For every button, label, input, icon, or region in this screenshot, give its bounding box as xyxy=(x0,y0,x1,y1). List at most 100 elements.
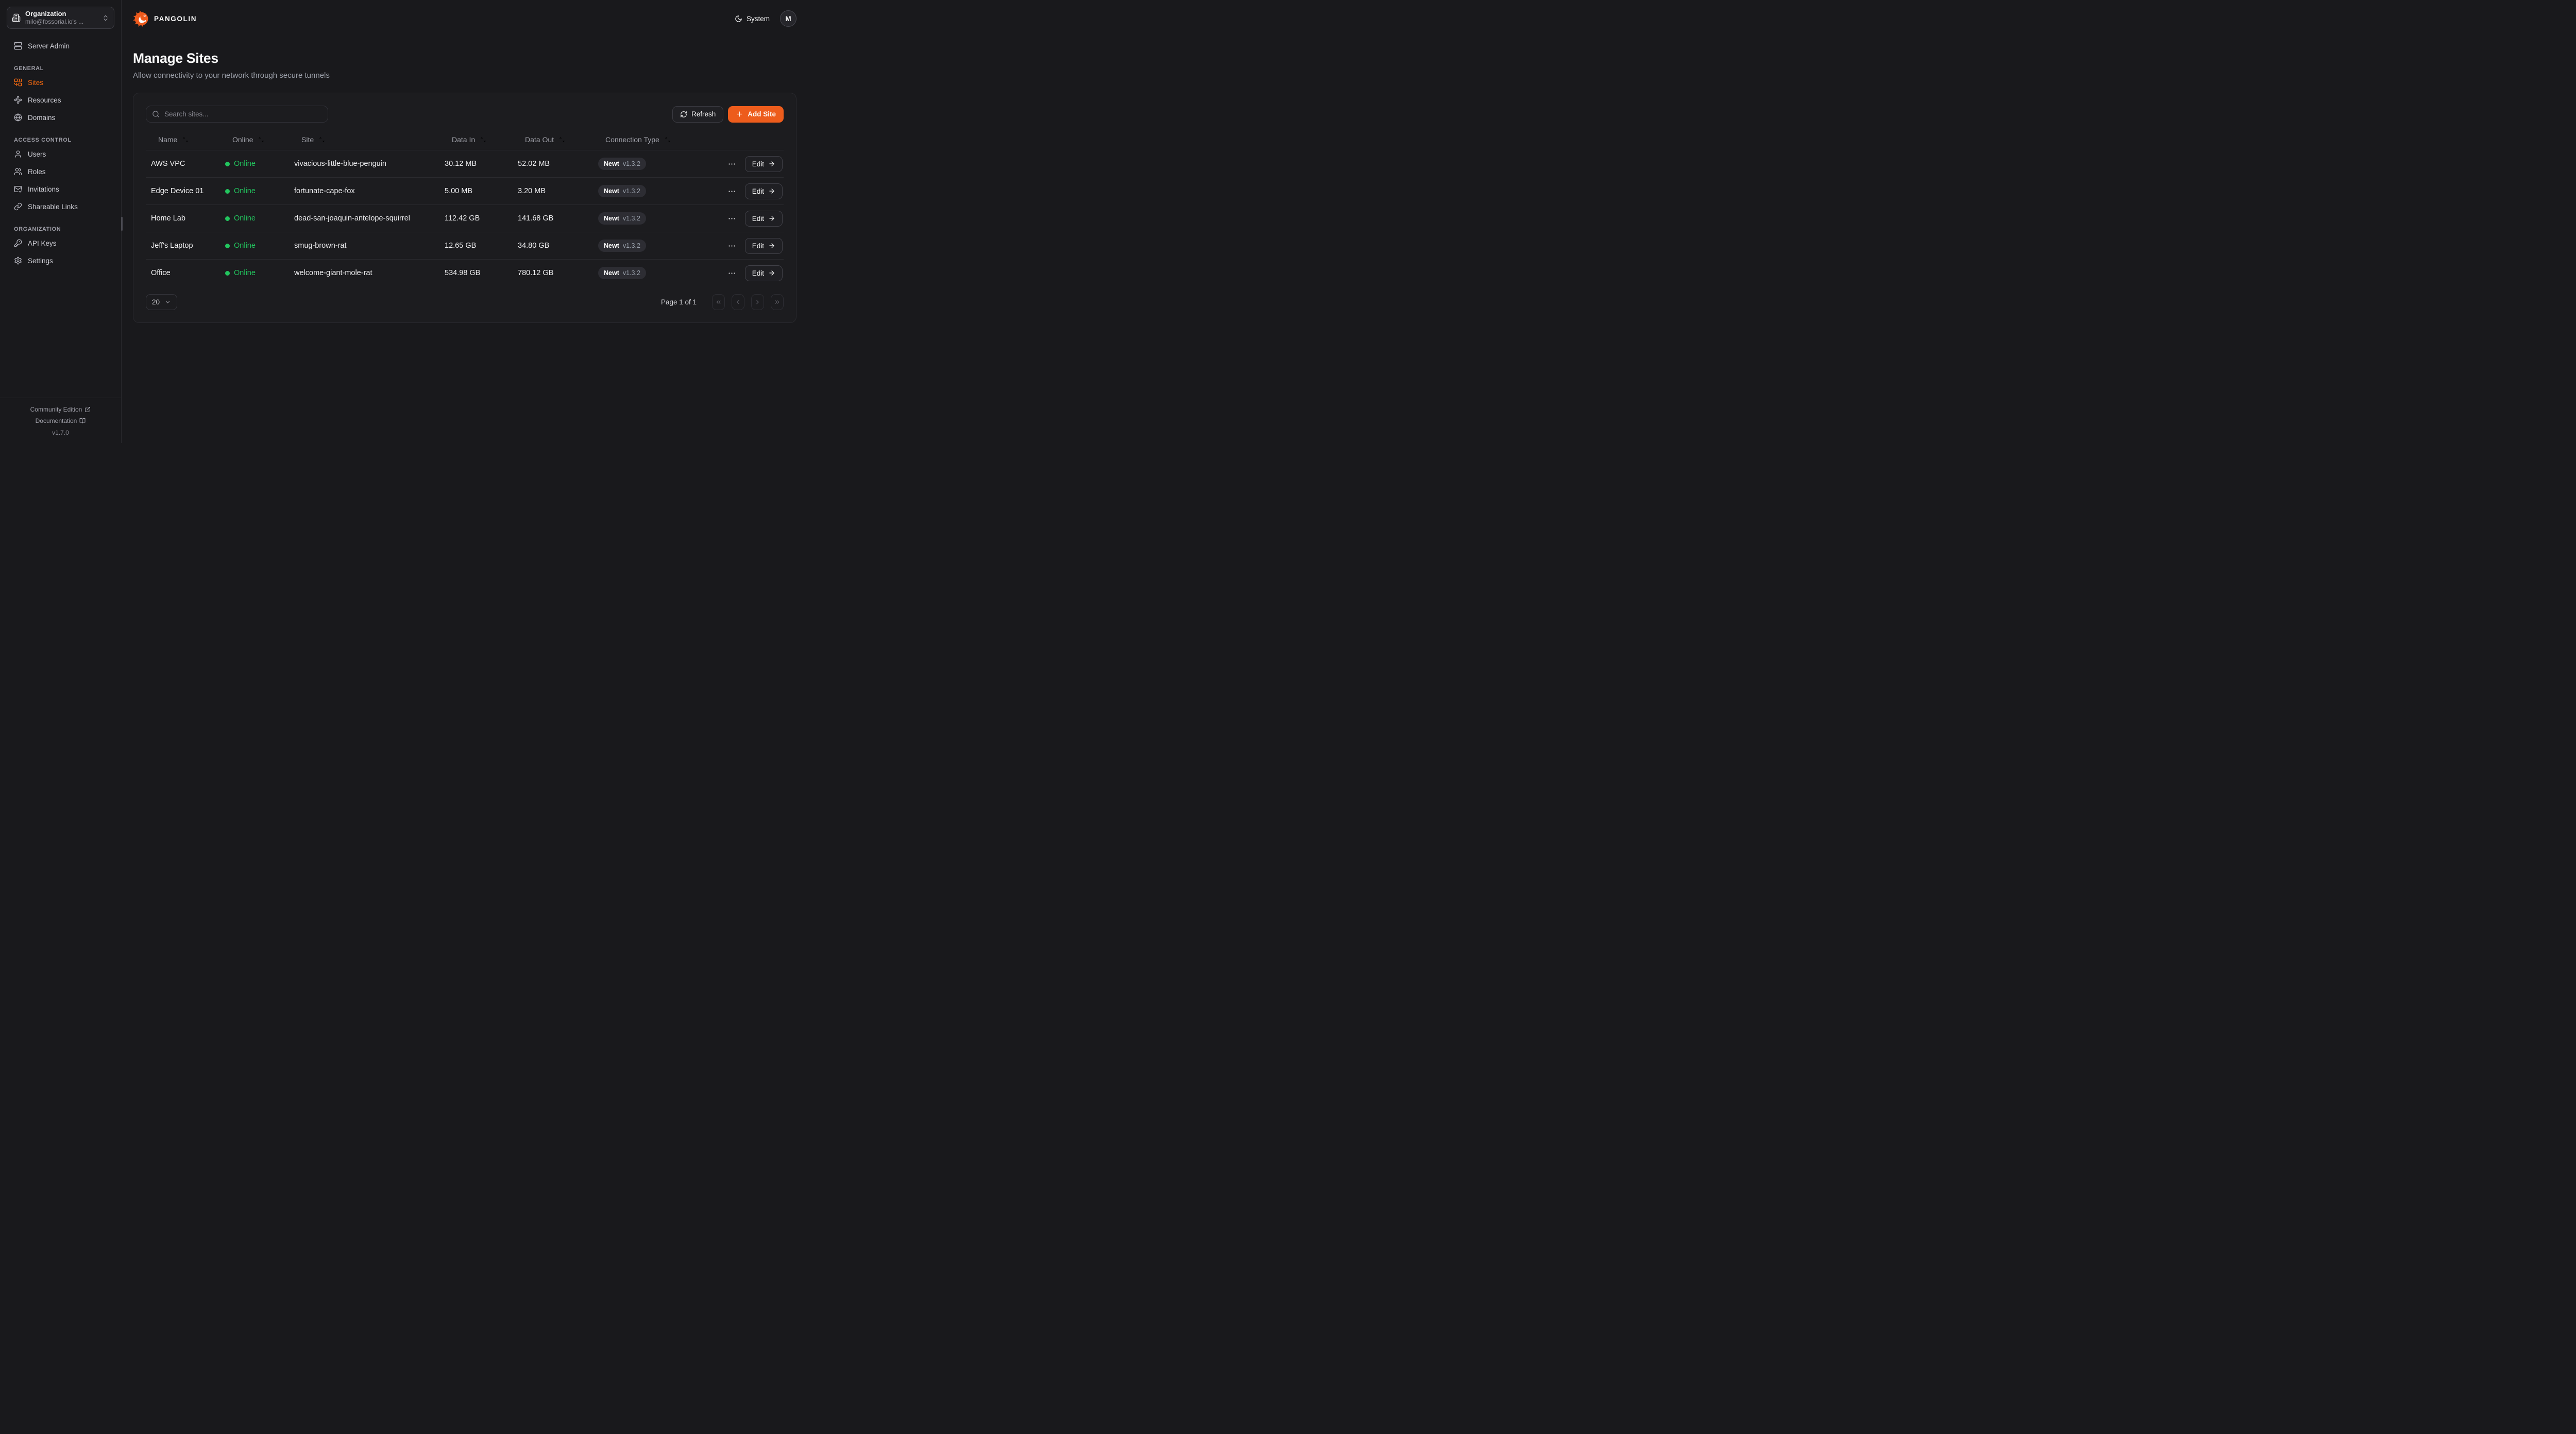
site-status: Online xyxy=(220,269,289,277)
table-row: Home Lab Online dead-san-joaquin-antelop… xyxy=(146,204,784,232)
site-data-out: 34.80 GB xyxy=(518,242,550,250)
column-header-data-out[interactable]: Data Out xyxy=(513,135,593,144)
theme-toggle[interactable]: System xyxy=(735,15,770,23)
arrow-right-icon xyxy=(769,270,774,276)
sidebar-item-resources[interactable]: Resources xyxy=(0,92,121,108)
site-data-out: 780.12 GB xyxy=(518,269,554,277)
page-subtitle: Allow connectivity to your network throu… xyxy=(133,71,330,80)
pangolin-logo-icon xyxy=(133,10,148,27)
brand-home-link[interactable]: PANGOLIN xyxy=(133,10,197,27)
connection-badge: Newt v1.3.2 xyxy=(598,212,646,225)
sidebar-section-organization: ORGANIZATION xyxy=(14,226,61,232)
sort-icon xyxy=(480,137,486,142)
moon-icon xyxy=(735,15,742,22)
sidebar-item-settings[interactable]: Settings xyxy=(0,253,121,268)
edit-button[interactable]: Edit xyxy=(744,210,783,227)
sidebar-item-label: Server Admin xyxy=(28,42,70,50)
sidebar-item-roles[interactable]: Roles xyxy=(0,164,121,179)
site-status: Online xyxy=(220,160,289,168)
edit-button[interactable]: Edit xyxy=(744,265,783,281)
edit-button[interactable]: Edit xyxy=(744,156,783,172)
arrow-right-icon xyxy=(769,216,774,221)
app-version: v1.7.0 xyxy=(52,429,69,436)
sidebar-item-label: Roles xyxy=(28,167,46,176)
column-header-data-in[interactable]: Data In xyxy=(439,135,513,144)
pagination-bar: 20 Page 1 of 1 xyxy=(146,294,784,310)
sidebar-item-shareable-links[interactable]: Shareable Links xyxy=(0,199,121,214)
edit-button[interactable]: Edit xyxy=(744,183,783,199)
arrow-right-icon xyxy=(769,189,774,194)
row-menu-button[interactable] xyxy=(727,214,736,223)
arrow-right-icon xyxy=(769,161,774,166)
column-header-connection-type[interactable]: Connection Type xyxy=(593,135,720,144)
sidebar-item-sites[interactable]: Sites xyxy=(0,75,121,90)
org-switcher[interactable]: Organization milo@fossorial.io's ... xyxy=(7,7,114,29)
connection-badge: Newt v1.3.2 xyxy=(598,267,646,279)
page-size-select[interactable]: 20 xyxy=(146,294,178,310)
sidebar-resize-handle[interactable] xyxy=(121,217,123,231)
sidebar-item-label: Invitations xyxy=(28,185,59,193)
sidebar: Organization milo@fossorial.io's ... Ser… xyxy=(0,0,122,443)
next-page-button[interactable] xyxy=(751,294,764,310)
online-dot xyxy=(225,161,230,166)
sidebar-item-server-admin[interactable]: Server Admin xyxy=(0,38,121,54)
search-icon xyxy=(152,111,159,117)
sidebar-item-domains[interactable]: Domains xyxy=(0,110,121,125)
chevron-down-icon xyxy=(165,301,170,303)
chevron-right-icon xyxy=(756,300,759,304)
column-header-site[interactable]: Site xyxy=(289,135,439,144)
site-status: Online xyxy=(220,242,289,250)
row-menu-button[interactable] xyxy=(727,269,736,278)
table-row: Jeff's Laptop Online smug-brown-rat 12.6… xyxy=(146,232,784,259)
documentation-link[interactable]: Documentation xyxy=(0,415,121,427)
column-header-name[interactable]: Name xyxy=(146,135,220,144)
org-switcher-subtitle: milo@fossorial.io's ... xyxy=(25,18,84,26)
sidebar-item-users[interactable]: Users xyxy=(0,146,121,162)
chevrons-right-icon xyxy=(775,300,779,304)
arrow-right-icon xyxy=(769,243,774,248)
community-edition-link[interactable]: Community Edition xyxy=(0,404,121,416)
ellipsis-icon xyxy=(728,217,735,219)
ellipsis-icon xyxy=(728,272,735,274)
previous-page-button[interactable] xyxy=(732,294,744,310)
sites-toolbar: Refresh Add Site xyxy=(146,106,784,123)
row-menu-button[interactable] xyxy=(727,187,736,196)
page-status: Page 1 of 1 xyxy=(660,298,697,306)
sidebar-item-label: Sites xyxy=(28,78,44,87)
sort-icon xyxy=(183,137,189,142)
column-header-online[interactable]: Online xyxy=(220,135,289,144)
edit-button[interactable]: Edit xyxy=(744,237,783,254)
user-icon xyxy=(15,150,21,158)
sidebar-item-invitations[interactable]: Invitations xyxy=(0,181,121,197)
online-dot xyxy=(225,189,230,194)
topbar: PANGOLIN System M xyxy=(122,0,808,37)
theme-label: System xyxy=(746,14,770,23)
table-header-row: Name Online Site Data In xyxy=(146,129,784,150)
chevrons-up-down-icon xyxy=(104,15,108,21)
site-data-out: 3.20 MB xyxy=(518,187,546,195)
row-menu-button[interactable] xyxy=(727,242,736,250)
site-slug: fortunate-cape-fox xyxy=(294,187,355,195)
ellipsis-icon xyxy=(728,190,735,192)
online-dot xyxy=(225,216,230,221)
add-site-button[interactable]: Add Site xyxy=(728,106,784,123)
site-connection-type: Newt v1.3.2 xyxy=(593,212,720,225)
online-dot xyxy=(225,270,230,276)
gear-icon xyxy=(14,257,22,265)
refresh-button[interactable]: Refresh xyxy=(672,106,724,123)
sidebar-item-api-keys[interactable]: API Keys xyxy=(0,235,121,251)
sidebar-section-general: GENERAL xyxy=(14,65,44,72)
row-menu-button[interactable] xyxy=(727,160,736,168)
site-name: Edge Device 01 xyxy=(151,187,204,195)
site-data-in: 5.00 MB xyxy=(445,187,472,195)
sort-icon xyxy=(259,137,264,142)
book-open-icon xyxy=(79,418,86,424)
search-input[interactable] xyxy=(164,110,322,118)
table-row: Edge Device 01 Online fortunate-cape-fox… xyxy=(146,177,784,204)
avatar[interactable]: M xyxy=(780,10,796,27)
chevrons-left-icon xyxy=(716,300,721,304)
last-page-button[interactable] xyxy=(771,294,784,310)
site-data-out: 52.02 MB xyxy=(518,160,550,168)
sort-icon xyxy=(559,137,565,142)
first-page-button[interactable] xyxy=(712,294,725,310)
